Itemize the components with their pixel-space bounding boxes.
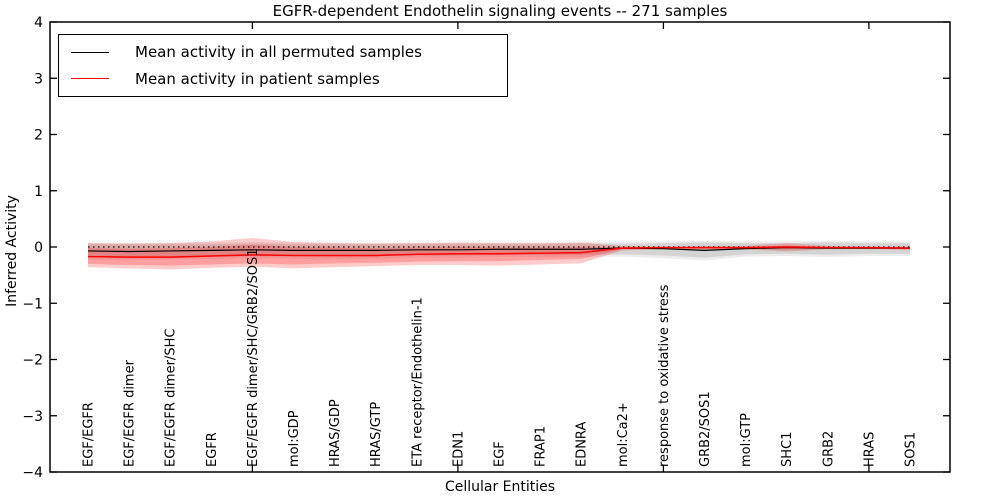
- chart-title: EGFR-dependent Endothelin signaling even…: [272, 2, 728, 20]
- x-axis-label: Cellular Entities: [444, 479, 556, 495]
- category-label: SHC1: [780, 432, 795, 467]
- y-tick-label: −1: [22, 296, 43, 312]
- category-label: HRAS/GDP: [328, 399, 343, 467]
- patient-line-sample-icon: [71, 78, 109, 80]
- category-label: mol:GTP: [739, 413, 754, 467]
- y-tick-label: 3: [34, 71, 43, 87]
- y-tick-label: 0: [34, 240, 43, 256]
- category-label: EGF/EGFR dimer/SHC/GRB2/SOS1: [246, 249, 261, 468]
- category-label: EDNRA: [575, 422, 590, 467]
- category-label: response to oxidative stress: [657, 284, 672, 467]
- patient-mean-line: [87, 246, 911, 258]
- category-label: FRAP1: [534, 426, 549, 467]
- category-label: EGF: [493, 441, 508, 467]
- category-label: GRB2/SOS1: [698, 391, 713, 467]
- permuted-range-inner-band: [88, 242, 910, 258]
- category-label: EDN1: [451, 431, 466, 467]
- y-axis-label: Inferred Activity: [4, 195, 20, 307]
- category-label: EGF/EGFR: [82, 402, 97, 467]
- permuted-line-sample-icon: [71, 51, 109, 53]
- category-label: ETA receptor/Endothelin-1: [410, 297, 425, 467]
- category-label: HRAS/GTP: [369, 402, 384, 467]
- legend-item-label: Mean activity in patient samples: [135, 69, 380, 88]
- y-tick-label: 1: [34, 184, 43, 200]
- category-label: mol:Ca2+: [616, 402, 631, 467]
- legend: Mean activity in all permuted samples Me…: [58, 34, 508, 97]
- category-label: GRB2: [821, 431, 836, 467]
- category-label: EGF/EGFR dimer: [123, 359, 138, 467]
- category-label: mol:GDP: [287, 410, 302, 467]
- y-tick-label: −2: [22, 353, 43, 369]
- y-tick-label: 4: [34, 15, 43, 31]
- legend-item-permuted: Mean activity in all permuted samples: [59, 43, 507, 61]
- y-tick-label: 2: [34, 128, 43, 144]
- category-label: HRAS: [862, 432, 877, 467]
- category-label: EGF/EGFR dimer/SHC: [164, 329, 179, 467]
- y-tick-label: −4: [22, 465, 43, 481]
- category-label: EGFR: [205, 432, 220, 467]
- category-label: SOS1: [904, 432, 919, 467]
- legend-item-label: Mean activity in all permuted samples: [135, 43, 422, 62]
- y-tick-label: −3: [22, 409, 43, 425]
- legend-item-patient: Mean activity in patient samples: [59, 70, 507, 88]
